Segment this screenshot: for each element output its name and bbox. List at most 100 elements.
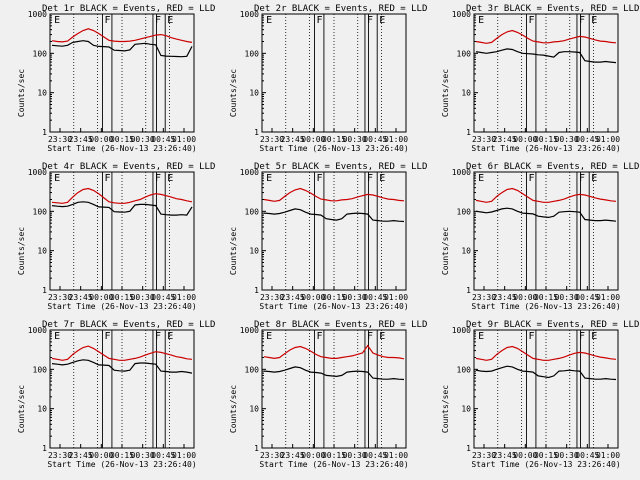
flag-letter: E xyxy=(54,173,60,184)
flag-letter: F xyxy=(105,173,111,184)
x-tick-label: 01:00 xyxy=(596,293,620,302)
y-tick-label: 10 xyxy=(461,89,471,98)
x-tick-label: 23:45 xyxy=(281,293,305,302)
x-tick-label: 00:45 xyxy=(363,293,387,302)
y-tick-label: 100 xyxy=(33,365,48,374)
y-tick-label: 100 xyxy=(457,49,472,58)
events-series-line xyxy=(475,48,617,64)
x-tick-label: 00:00 xyxy=(301,451,325,460)
x-tick-label: 00:45 xyxy=(575,293,599,302)
detector-panel: Det 6r BLACK = Events, RED = LLD 1 10 100 10… xyxy=(441,162,639,311)
x-tick-label: 00:15 xyxy=(110,451,134,460)
y-tick-label: 1 xyxy=(42,128,47,137)
x-tick-label: 01:00 xyxy=(596,135,620,144)
flag-letter: E xyxy=(266,15,272,26)
x-tick-label: 00:45 xyxy=(363,451,387,460)
y-axis-label: Counts/sec xyxy=(441,69,450,117)
x-tick-label: 00:45 xyxy=(151,451,175,460)
flag-letter: F xyxy=(105,331,111,342)
x-tick-label: 23:30 xyxy=(48,451,72,460)
y-tick-label: 1 xyxy=(254,128,259,137)
x-tick-label: 00:00 xyxy=(513,293,537,302)
x-tick-label: 23:45 xyxy=(281,135,305,144)
y-tick-label: 1000 xyxy=(28,10,47,19)
x-tick-label: 00:30 xyxy=(555,451,579,460)
plot-frame xyxy=(473,171,619,291)
flag-letter: E xyxy=(167,15,173,26)
plot-frame xyxy=(49,329,195,449)
plot-frame xyxy=(49,13,195,133)
x-tick-label: 23:45 xyxy=(493,293,517,302)
events-series-line xyxy=(475,365,617,381)
x-tick-label: 00:45 xyxy=(575,451,599,460)
x-tick-label: 23:45 xyxy=(69,451,93,460)
y-tick-label: 1 xyxy=(254,286,259,295)
x-axis-label: Start Time (26-Nov-13 23:26:40) xyxy=(259,144,408,153)
x-tick-label: 00:30 xyxy=(131,451,155,460)
x-tick-label: 00:30 xyxy=(343,451,367,460)
flag-letter: E xyxy=(266,331,272,342)
lld-series-line xyxy=(475,29,617,44)
detector-panel: Det 1r BLACK = Events, RED = LLD 1 10 100 10… xyxy=(17,4,215,153)
x-tick-label: 01:00 xyxy=(384,135,408,144)
x-axis-label: Start Time (26-Nov-13 23:26:40) xyxy=(259,460,408,469)
x-tick-label: 00:45 xyxy=(363,135,387,144)
x-axis-label: Start Time (26-Nov-13 23:26:40) xyxy=(47,144,196,153)
x-tick-label: 00:00 xyxy=(301,135,325,144)
y-tick-label: 1000 xyxy=(240,326,259,335)
x-tick-label: 01:00 xyxy=(384,293,408,302)
plot-frame xyxy=(261,329,407,449)
x-tick-label: 00:15 xyxy=(110,293,134,302)
y-tick-label: 10 xyxy=(37,405,47,414)
y-tick-label: 1000 xyxy=(452,168,471,177)
x-tick-label: 23:30 xyxy=(472,135,496,144)
y-axis-label: Counts/sec xyxy=(17,227,26,275)
y-tick-label: 10 xyxy=(249,89,259,98)
x-tick-label: 01:00 xyxy=(172,135,196,144)
lld-series-line xyxy=(475,345,617,361)
y-tick-label: 1000 xyxy=(240,168,259,177)
x-tick-label: 23:30 xyxy=(260,135,284,144)
panel-title: Det 7r BLACK = Events, RED = LLD xyxy=(42,320,215,330)
lld-series-line xyxy=(51,345,193,361)
x-tick-label: 00:15 xyxy=(534,293,558,302)
flag-letter: E xyxy=(167,173,173,184)
y-tick-label: 1 xyxy=(466,286,471,295)
y-tick-label: 1 xyxy=(466,128,471,137)
x-tick-label: 01:00 xyxy=(384,451,408,460)
lld-series-line xyxy=(263,344,405,360)
y-axis-label: Counts/sec xyxy=(17,385,26,433)
lld-series-line xyxy=(51,28,193,43)
y-tick-label: 100 xyxy=(33,49,48,58)
y-tick-label: 10 xyxy=(461,405,471,414)
y-axis-label: Counts/sec xyxy=(17,69,26,117)
x-tick-label: 00:30 xyxy=(555,293,579,302)
flag-letter: E xyxy=(54,331,60,342)
y-tick-label: 10 xyxy=(461,247,471,256)
flag-letter: E xyxy=(54,15,60,26)
x-tick-label: 23:45 xyxy=(493,451,517,460)
panel-title: Det 5r BLACK = Events, RED = LLD xyxy=(254,162,427,172)
flag-letter: F xyxy=(155,15,161,26)
x-tick-label: 00:15 xyxy=(322,451,346,460)
x-tick-label: 00:30 xyxy=(131,293,155,302)
flag-letter: E xyxy=(478,331,484,342)
x-tick-label: 00:00 xyxy=(301,293,325,302)
flag-letter: E xyxy=(591,173,597,184)
y-tick-label: 1000 xyxy=(240,10,259,19)
x-axis-label: Start Time (26-Nov-13 23:26:40) xyxy=(47,460,196,469)
events-series-line xyxy=(51,201,193,216)
flag-letter: E xyxy=(379,331,385,342)
flag-letter: F xyxy=(317,173,323,184)
flag-letter: E xyxy=(379,173,385,184)
y-tick-label: 1000 xyxy=(28,168,47,177)
flag-letter: F xyxy=(155,331,161,342)
x-tick-label: 01:00 xyxy=(172,451,196,460)
x-tick-label: 23:30 xyxy=(260,293,284,302)
plot-frame xyxy=(261,171,407,291)
plot-frame xyxy=(473,329,619,449)
x-tick-label: 00:00 xyxy=(513,451,537,460)
events-series-line xyxy=(263,208,405,223)
events-series-line xyxy=(263,366,405,381)
y-tick-label: 10 xyxy=(37,89,47,98)
